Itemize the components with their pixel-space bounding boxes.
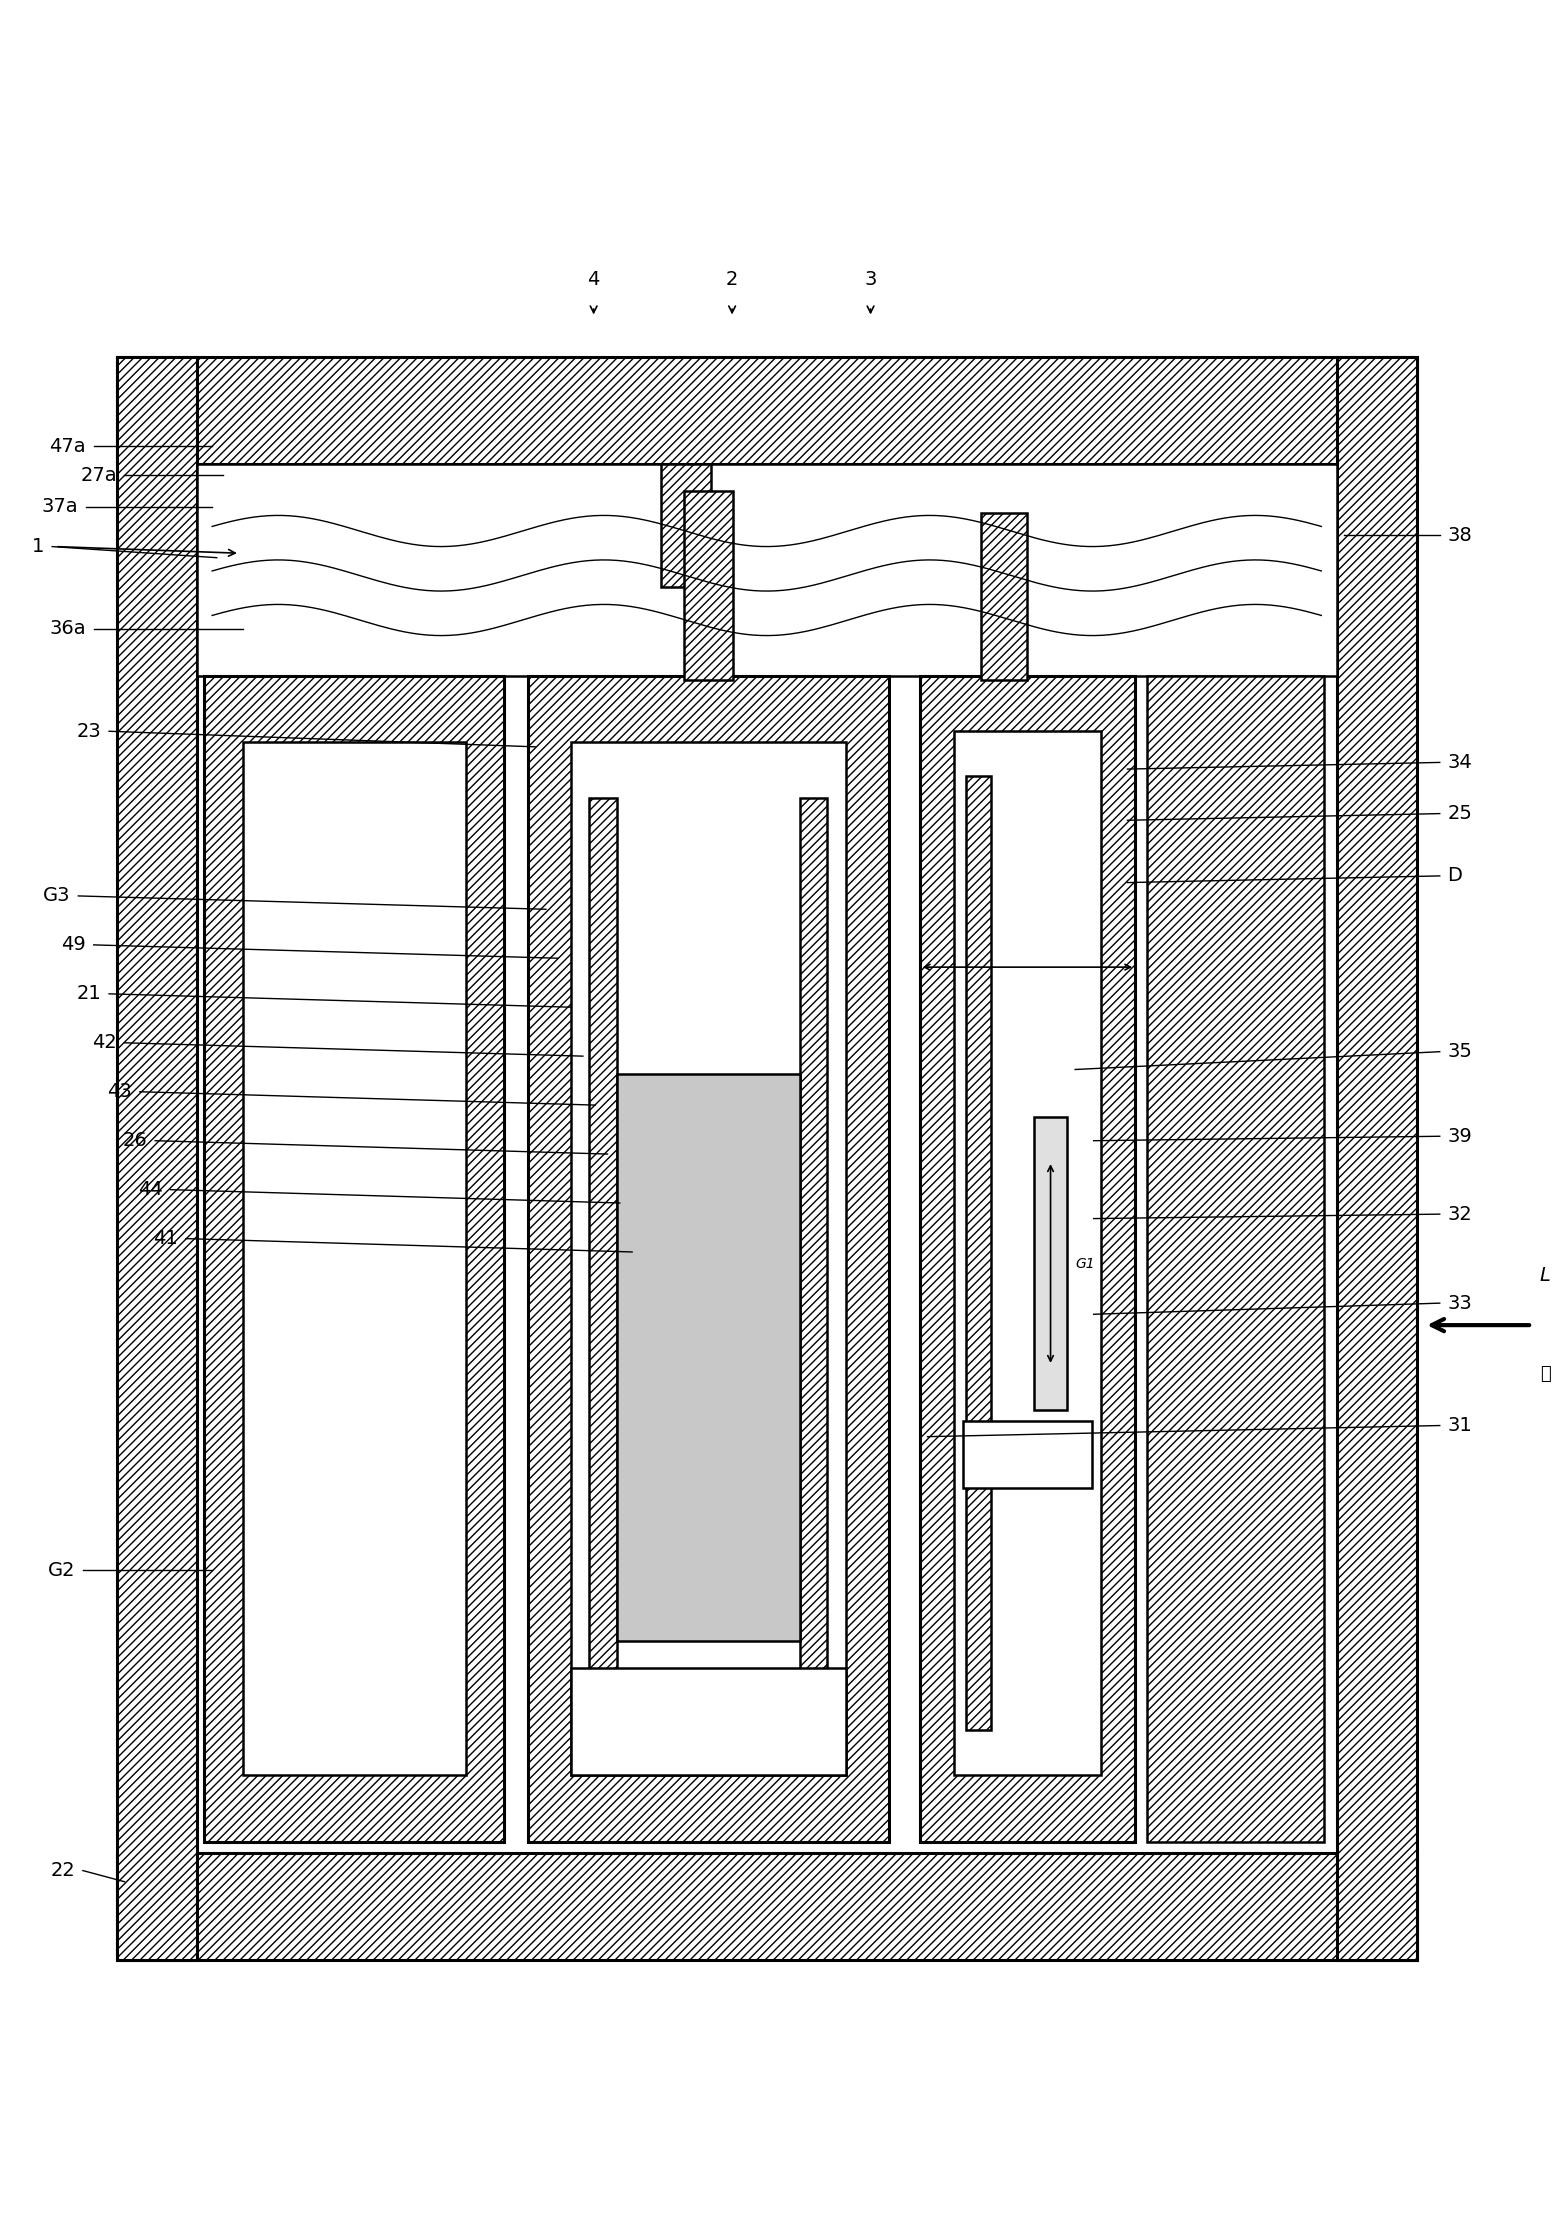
Text: 49: 49 xyxy=(61,936,85,954)
Bar xyxy=(116,1854,1417,1961)
Text: 36a: 36a xyxy=(50,619,85,639)
Text: 26: 26 xyxy=(123,1132,147,1150)
Bar xyxy=(920,675,1135,1843)
Text: 47a: 47a xyxy=(50,437,85,457)
Text: 27a: 27a xyxy=(81,466,116,486)
Bar xyxy=(528,675,889,1843)
Text: 33: 33 xyxy=(1448,1294,1473,1312)
Text: 31: 31 xyxy=(1448,1417,1473,1435)
Bar xyxy=(205,675,504,1843)
Text: 35: 35 xyxy=(1448,1043,1473,1061)
Bar xyxy=(965,775,990,1731)
Bar xyxy=(683,490,733,680)
Text: 3: 3 xyxy=(864,270,877,290)
Text: 34: 34 xyxy=(1448,753,1473,771)
Text: G1: G1 xyxy=(1076,1257,1094,1270)
Bar xyxy=(661,463,711,586)
Bar xyxy=(244,742,466,1776)
Bar xyxy=(799,798,827,1720)
Text: G2: G2 xyxy=(48,1560,74,1580)
Text: 21: 21 xyxy=(76,985,101,1003)
Text: 22: 22 xyxy=(51,1860,74,1880)
Bar xyxy=(1034,1118,1068,1410)
Bar xyxy=(116,356,1417,463)
Text: 光: 光 xyxy=(1540,1366,1550,1384)
Text: 41: 41 xyxy=(154,1230,178,1248)
Bar xyxy=(197,463,1336,1854)
Text: 38: 38 xyxy=(1448,526,1473,546)
Bar xyxy=(571,742,846,1776)
Text: D: D xyxy=(1448,867,1462,885)
Bar xyxy=(571,1669,846,1776)
Bar xyxy=(590,798,616,1720)
Text: 42: 42 xyxy=(92,1034,116,1052)
Text: G3: G3 xyxy=(43,887,70,905)
Text: 32: 32 xyxy=(1448,1205,1473,1223)
Text: 25: 25 xyxy=(1448,804,1473,822)
Bar xyxy=(953,731,1102,1776)
Bar xyxy=(116,356,197,1961)
Text: 44: 44 xyxy=(138,1181,163,1199)
Text: 39: 39 xyxy=(1448,1127,1473,1145)
Text: 2: 2 xyxy=(726,270,739,290)
Bar xyxy=(1336,356,1417,1961)
Bar xyxy=(616,1074,799,1642)
Text: 4: 4 xyxy=(588,270,599,290)
Text: 1: 1 xyxy=(33,537,45,557)
Bar xyxy=(962,1421,1093,1488)
Text: 43: 43 xyxy=(107,1083,132,1101)
Text: 37a: 37a xyxy=(42,497,78,517)
Bar xyxy=(1147,675,1324,1843)
Bar xyxy=(197,463,1336,675)
Bar xyxy=(981,512,1027,680)
Text: 23: 23 xyxy=(76,722,101,740)
Text: L: L xyxy=(1540,1266,1550,1286)
